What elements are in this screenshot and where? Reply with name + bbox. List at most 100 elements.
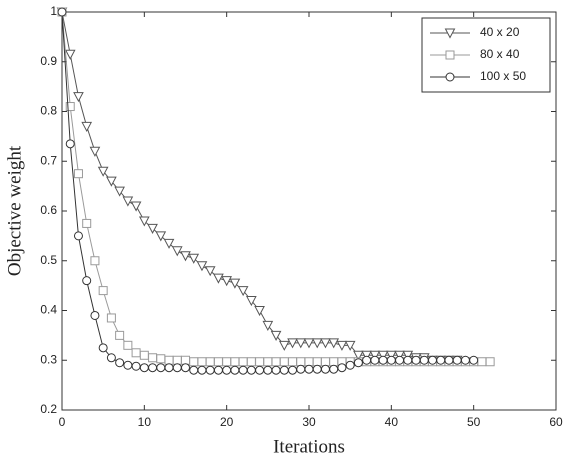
data-point: [246, 296, 257, 307]
data-point: [131, 361, 141, 371]
data-point: [65, 139, 75, 149]
data-point: [477, 357, 487, 367]
y-tick-label: 0.6: [40, 203, 57, 217]
data-point: [164, 355, 174, 365]
data-point: [115, 330, 125, 340]
data-point: [57, 7, 67, 17]
data-point: [229, 278, 241, 289]
data-point: [213, 357, 223, 367]
data-point: [97, 166, 109, 177]
y-tick-label: 0.4: [40, 303, 57, 317]
data-point: [469, 355, 479, 365]
data-point: [328, 338, 340, 349]
data-point: [436, 355, 446, 365]
data-point: [98, 286, 108, 296]
y-tick-label: 0.2: [40, 402, 57, 416]
data-point: [271, 365, 281, 375]
data-point: [230, 357, 240, 367]
data-point: [411, 355, 421, 365]
data-point: [205, 365, 215, 375]
y-tick-label: 0.8: [40, 104, 57, 118]
data-point: [189, 365, 199, 375]
legend-marker: [445, 50, 455, 60]
data-point: [246, 357, 256, 367]
legend-label: 100 x 50: [480, 69, 526, 83]
x-tick-label: 40: [385, 415, 399, 429]
data-point: [296, 357, 306, 367]
data-point: [106, 176, 117, 187]
data-point: [361, 350, 372, 361]
data-point: [444, 355, 454, 365]
data-point: [311, 338, 323, 349]
x-tick-label: 10: [138, 415, 152, 429]
data-point: [287, 338, 298, 349]
x-tick-label: 20: [220, 415, 234, 429]
data-point: [164, 363, 174, 373]
data-point: [336, 340, 348, 351]
data-point: [394, 350, 405, 361]
data-point: [452, 355, 462, 365]
data-point: [171, 246, 183, 257]
data-point: [263, 365, 273, 375]
data-point: [270, 330, 282, 341]
data-point: [82, 276, 92, 286]
series-line: [61, 11, 474, 371]
data-point: [73, 231, 83, 241]
data-point: [320, 338, 331, 349]
data-point: [156, 363, 166, 373]
data-point: [337, 363, 347, 373]
data-point: [386, 355, 396, 365]
data-point: [65, 102, 75, 112]
x-tick-label: 30: [302, 415, 316, 429]
data-point: [156, 354, 166, 364]
y-tick-label: 0.7: [40, 153, 57, 167]
data-point: [122, 196, 134, 207]
data-point: [172, 355, 182, 365]
data-point: [362, 355, 372, 365]
data-point: [288, 365, 298, 375]
data-point: [279, 365, 289, 375]
data-point: [237, 286, 249, 297]
data-point: [90, 310, 100, 320]
data-point: [377, 350, 389, 361]
data-point: [106, 353, 116, 363]
data-point: [230, 365, 240, 375]
data-point: [255, 357, 265, 367]
data-point: [303, 338, 315, 349]
data-point: [222, 365, 232, 375]
data-point: [485, 357, 495, 367]
data-point: [386, 350, 397, 361]
data-point: [378, 355, 388, 365]
data-point: [181, 363, 190, 373]
data-point: [402, 350, 414, 361]
data-point: [221, 276, 232, 287]
data-point: [123, 360, 133, 370]
legend-label: 80 x 40: [480, 47, 520, 61]
x-axis-label: Iterations: [273, 436, 345, 457]
data-point: [279, 357, 289, 367]
data-point: [181, 355, 190, 365]
data-point: [312, 357, 322, 367]
y-tick-label: 0.9: [40, 54, 57, 68]
data-point: [353, 350, 364, 361]
data-point: [106, 313, 116, 323]
data-point: [329, 357, 339, 367]
data-point: [304, 357, 314, 367]
data-point: [295, 338, 307, 349]
data-point: [288, 357, 298, 367]
data-point: [114, 186, 125, 197]
data-point: [255, 365, 265, 375]
data-point: [370, 355, 380, 365]
data-point: [296, 364, 306, 374]
data-point: [238, 357, 248, 367]
plot-frame: [61, 11, 557, 411]
data-point: [213, 273, 224, 284]
data-point: [147, 223, 158, 234]
data-point: [115, 358, 125, 368]
y-tick-label: 1: [50, 4, 57, 18]
data-point: [155, 231, 167, 242]
legend-marker: [445, 72, 455, 82]
data-point: [238, 365, 248, 375]
y-tick-label: 0.5: [40, 253, 57, 267]
data-point: [304, 364, 314, 374]
